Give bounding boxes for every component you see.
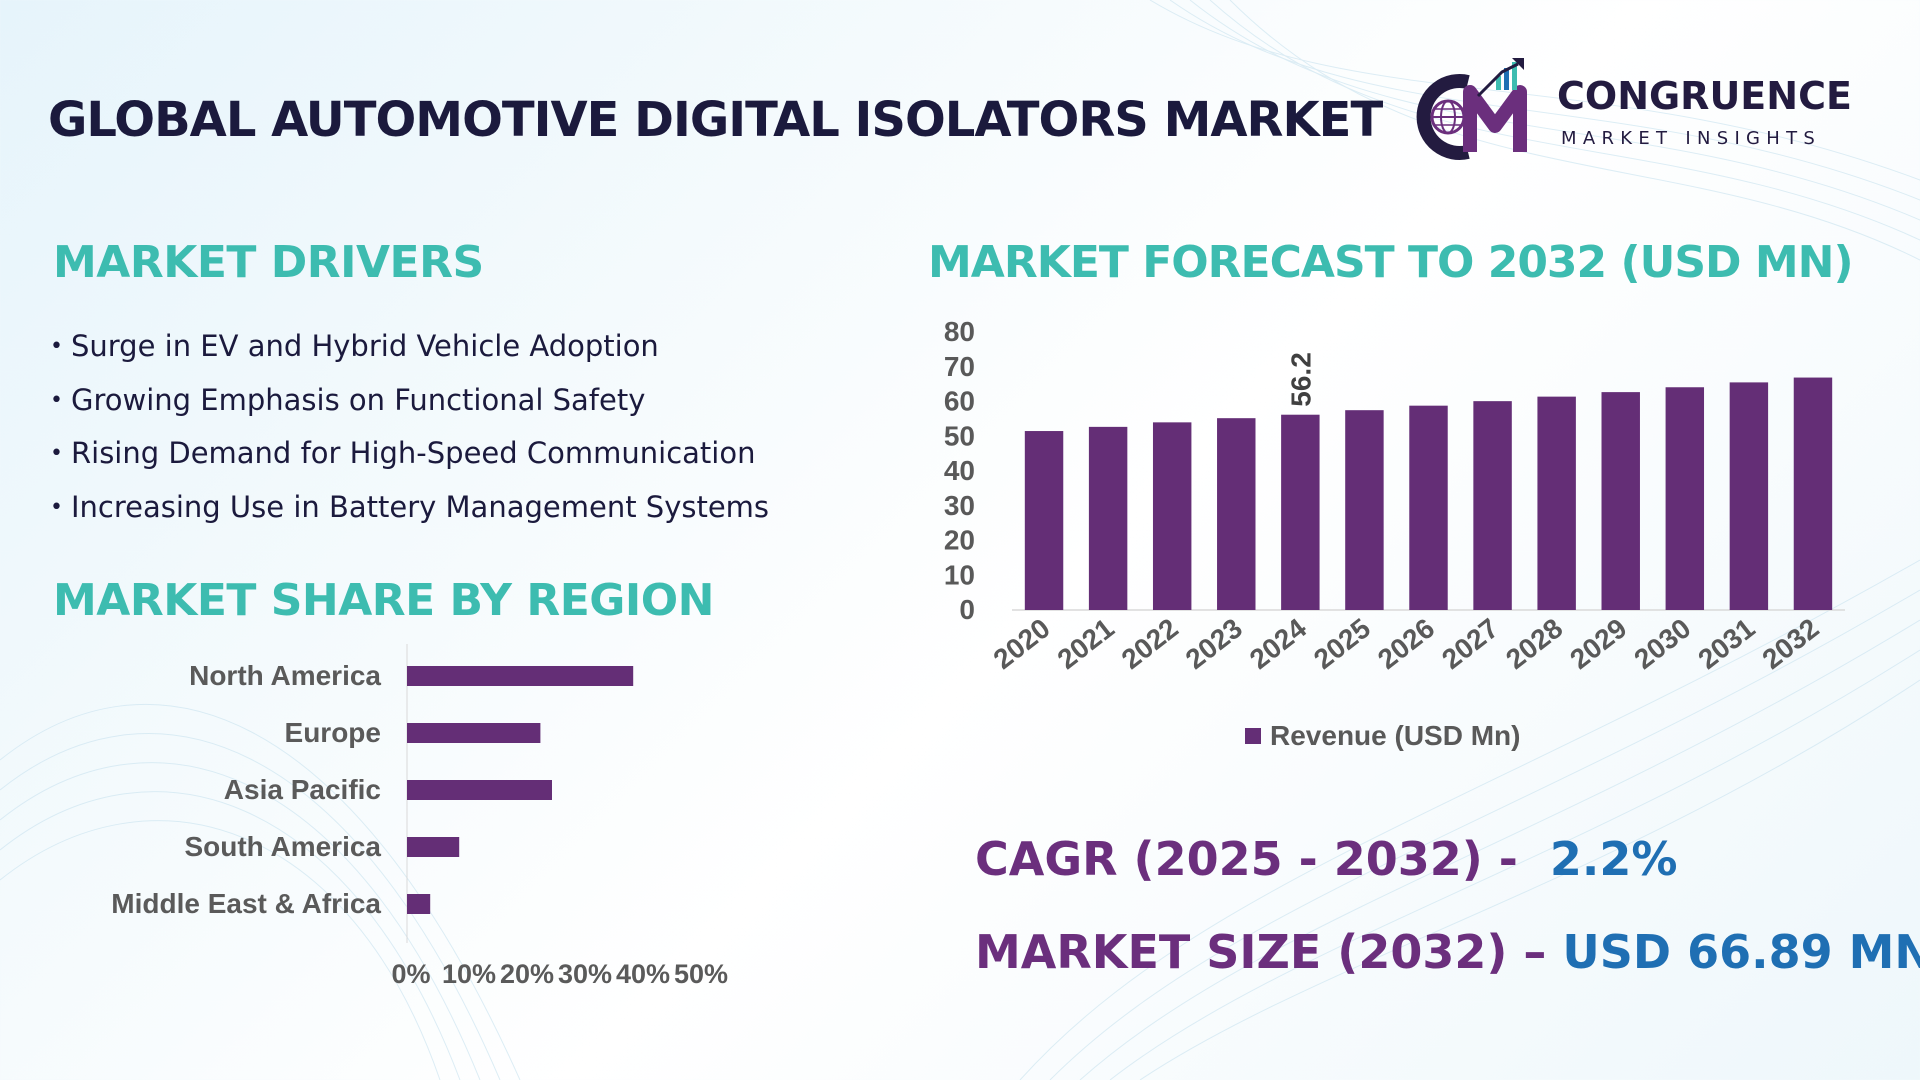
legend-label: Revenue (USD Mn) <box>1270 720 1520 751</box>
data-label: 56.2 <box>1285 352 1316 407</box>
bar <box>1473 401 1512 610</box>
company-logo: CONGRUENCE MARKET INSIGHTS <box>1400 54 1900 164</box>
x-tick-label: 2023 <box>1180 612 1248 675</box>
logo-mark <box>1416 58 1527 160</box>
x-tick-label: 2024 <box>1244 612 1313 675</box>
bar <box>1088 426 1128 610</box>
x-tick-label: 2028 <box>1500 612 1568 675</box>
category-label: Asia Pacific <box>224 774 381 805</box>
x-tick-label: 2022 <box>1116 612 1184 675</box>
y-tick-label: 50 <box>944 420 975 451</box>
driver-text: Surge in EV and Hybrid Vehicle Adoption <box>70 329 659 363</box>
category-label: Europe <box>285 717 381 748</box>
cagr-value: 2.2% <box>1549 832 1678 886</box>
tick-label: 10% <box>442 959 496 989</box>
cagr-stat: CAGR (2025 - 2032) - 2.2% <box>975 832 1677 886</box>
drivers-list: • Surge in EV and Hybrid Vehicle Adoption… <box>50 322 769 536</box>
x-tick-label: 2030 <box>1628 612 1696 675</box>
x-tick-label: 2032 <box>1756 612 1824 675</box>
y-tick-label: 10 <box>944 559 975 590</box>
forecast-chart: 0102030405060708020202021202220232024202… <box>944 316 1845 751</box>
market-forecast-heading: MARKET FORECAST TO 2032 (USD MN) <box>928 237 1854 288</box>
bar <box>407 837 460 857</box>
y-tick-label: 60 <box>944 386 975 417</box>
bar <box>407 723 541 743</box>
y-tick-label: 0 <box>959 594 975 625</box>
bar <box>407 666 634 686</box>
bullet-icon: • <box>50 441 63 466</box>
category-label: South America <box>184 831 381 862</box>
driver-text: Rising Demand for High-Speed Communicati… <box>70 436 756 470</box>
tick-label: 40% <box>616 959 670 989</box>
tick-label: 50% <box>674 959 728 989</box>
y-tick-label: 40 <box>944 455 975 486</box>
market-size-label: MARKET SIZE (2032) – <box>975 925 1547 979</box>
driver-text: Increasing Use in Battery Management Sys… <box>70 489 770 524</box>
y-tick-label: 30 <box>944 490 975 521</box>
bullet-icon: • <box>50 494 63 520</box>
bar <box>1729 382 1769 610</box>
bullet-icon: • <box>50 387 63 413</box>
bar <box>407 780 552 800</box>
bar <box>1024 431 1064 610</box>
bar <box>1217 418 1256 610</box>
logo-name: CONGRUENCE <box>1557 74 1852 118</box>
tick-label: 30% <box>558 959 612 989</box>
bar <box>1601 392 1640 610</box>
tick-label: 0% <box>391 959 430 989</box>
x-tick-label: 2027 <box>1436 612 1504 675</box>
driver-item: • Surge in EV and Hybrid Vehicle Adoption <box>50 322 769 376</box>
market-size-value: USD 66.89 MN <box>1562 925 1920 979</box>
logo-tagline: MARKET INSIGHTS <box>1561 128 1822 149</box>
y-tick-label: 70 <box>944 351 975 382</box>
driver-item: • Increasing Use in Battery Management Sy… <box>50 483 769 537</box>
x-tick-label: 2031 <box>1692 612 1760 675</box>
market-size-stat: MARKET SIZE (2032) – USD 66.89 MN <box>975 925 1920 979</box>
bar <box>1152 422 1192 610</box>
driver-item: • Growing Emphasis on Functional Safety <box>50 376 769 430</box>
bar <box>1793 377 1833 610</box>
x-tick-label: 2025 <box>1308 612 1376 675</box>
legend-swatch <box>1245 728 1261 744</box>
x-tick-label: 2029 <box>1564 612 1632 675</box>
bar <box>1281 414 1320 610</box>
region-share-chart: North America Europe Asia Pacific South Ame… <box>111 644 728 989</box>
x-tick-label: 2026 <box>1372 612 1440 675</box>
market-share-heading: MARKET SHARE BY REGION <box>53 575 715 626</box>
driver-item: • Rising Demand for High-Speed Communicat… <box>50 429 769 483</box>
page-title: GLOBAL AUTOMOTIVE DIGITAL ISOLATORS MARK… <box>48 92 1383 148</box>
bullet-icon: • <box>50 334 63 359</box>
market-drivers-heading: MARKET DRIVERS <box>53 237 484 288</box>
tick-label: 20% <box>500 959 554 989</box>
category-label: Middle East & Africa <box>111 888 381 919</box>
bar <box>1537 396 1576 610</box>
bar <box>1345 410 1384 610</box>
y-tick-label: 80 <box>944 316 975 347</box>
x-tick-label: 2021 <box>1052 612 1120 675</box>
cagr-label: CAGR (2025 - 2032) - <box>975 832 1518 886</box>
bar <box>407 894 431 914</box>
category-label: North America <box>189 660 381 691</box>
bar <box>1665 387 1705 610</box>
y-tick-label: 20 <box>944 525 975 556</box>
bar <box>1409 405 1448 610</box>
driver-text: Growing Emphasis on Functional Safety <box>70 382 646 417</box>
x-tick-label: 2020 <box>988 612 1056 675</box>
